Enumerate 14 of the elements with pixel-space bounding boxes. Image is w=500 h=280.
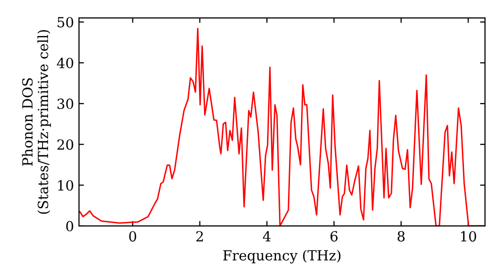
y-tick-label: 20 bbox=[57, 139, 74, 150]
y-axis-title: Phonon DOS (States/THz·primitive cell) bbox=[22, 30, 51, 214]
x-tick-label: 2 bbox=[196, 231, 203, 242]
x-tick-label: 4 bbox=[262, 231, 271, 242]
y-tick-label: 50 bbox=[58, 16, 74, 28]
x-tick-label: 6 bbox=[330, 231, 338, 242]
y-tick-label: 10 bbox=[58, 180, 74, 191]
y-tick-label: 40 bbox=[56, 58, 74, 68]
x-tick-label: 0 bbox=[129, 231, 136, 242]
x-axis-title: Frequency (THz) bbox=[223, 250, 340, 264]
y-tick-label: 30 bbox=[58, 98, 74, 110]
x-tick-label: 10 bbox=[461, 231, 476, 242]
y-tick-label: 0 bbox=[66, 220, 74, 232]
x-tick-label: 8 bbox=[398, 231, 405, 242]
